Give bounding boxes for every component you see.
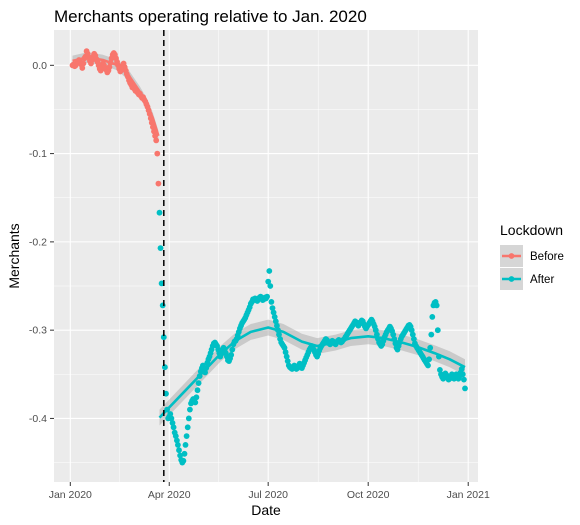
y-tick-label: -0.2	[29, 236, 47, 248]
confidence-band	[159, 319, 465, 426]
data-point	[270, 309, 277, 316]
data-point	[106, 64, 113, 70]
data-point	[160, 334, 167, 341]
data-point	[185, 415, 192, 422]
y-tick-label: -0.1	[29, 148, 47, 160]
data-point	[437, 367, 443, 373]
data-point	[411, 336, 417, 342]
data-point	[282, 349, 289, 356]
data-point	[176, 447, 182, 454]
data-point	[182, 442, 189, 448]
legend: Lockdown Before After	[500, 222, 564, 290]
data-point	[265, 278, 272, 285]
data-point	[175, 442, 181, 448]
data-point	[172, 433, 179, 439]
data-point	[184, 424, 191, 431]
data-point	[409, 331, 416, 338]
data-point	[274, 322, 280, 329]
data-point	[159, 302, 166, 309]
data-point	[428, 331, 435, 338]
x-tick-label: Apr 2020	[148, 489, 191, 501]
data-point	[187, 406, 193, 413]
x-axis-title: Date	[251, 502, 281, 518]
data-point	[427, 344, 434, 351]
legend-key-point	[508, 276, 515, 282]
legend-label: Before	[530, 251, 564, 263]
data-point	[169, 420, 176, 426]
data-point	[433, 302, 440, 309]
smooth-lines	[72, 56, 466, 419]
data-point	[284, 358, 291, 364]
data-point	[461, 376, 467, 383]
data-point	[281, 344, 288, 351]
legend-items: Before After	[500, 245, 564, 290]
data-point	[372, 327, 379, 334]
data-point	[154, 150, 161, 157]
x-axis: Jan 2020 Apr 2020 Jul 2020 Oct 2020 Jan 2021	[49, 482, 490, 501]
data-point	[283, 353, 290, 360]
data-point	[177, 452, 184, 459]
data-point	[168, 415, 175, 422]
y-tick-label: -0.4	[29, 413, 47, 425]
data-point	[157, 245, 164, 252]
data-point	[462, 385, 468, 392]
data-point	[152, 133, 159, 139]
data-point	[267, 283, 274, 289]
legend-key-point	[508, 253, 515, 259]
data-point	[426, 356, 432, 363]
data-point	[276, 331, 282, 338]
data-point	[158, 280, 165, 287]
data-point	[272, 318, 279, 325]
x-tick-label: Jul 2020	[248, 489, 288, 501]
data-point	[434, 327, 441, 334]
data-point	[80, 60, 87, 67]
smooth-line	[158, 326, 466, 419]
data-point	[429, 314, 436, 320]
data-point	[269, 305, 276, 311]
data-point	[408, 327, 415, 334]
data-point	[229, 346, 236, 353]
x-tick-label: Jan 2021	[447, 489, 490, 501]
data-point	[181, 450, 188, 457]
data-point	[228, 352, 235, 358]
y-axis-title: Merchants	[6, 223, 22, 288]
legend-label: After	[530, 274, 554, 286]
x-tick-label: Oct 2020	[347, 489, 390, 501]
data-point	[271, 314, 278, 320]
y-tick-label: -0.3	[29, 325, 47, 337]
data-point	[180, 457, 187, 464]
data-point	[390, 331, 397, 338]
data-point	[174, 437, 180, 444]
x-tick-label: Jan 2020	[49, 489, 92, 501]
data-point	[156, 209, 163, 216]
y-tick-label: 0.0	[32, 60, 47, 72]
data-point	[459, 371, 466, 378]
data-point	[155, 180, 162, 187]
data-point	[192, 399, 199, 406]
legend-title: Lockdown	[500, 222, 563, 238]
grid-minor	[54, 30, 478, 482]
data-point	[170, 424, 177, 431]
data-point	[194, 387, 201, 394]
data-point	[167, 411, 174, 417]
data-point	[425, 362, 431, 369]
data-point	[79, 65, 86, 71]
plot-panel	[54, 30, 478, 482]
smooth-line	[72, 56, 160, 137]
chart-title: Merchants operating relative to Jan. 202…	[54, 7, 367, 26]
data-point	[153, 137, 160, 144]
data-point	[195, 380, 202, 386]
data-point	[266, 268, 273, 274]
data-point	[268, 299, 275, 305]
data-point	[193, 394, 200, 401]
data-point	[183, 433, 190, 439]
data-point	[264, 293, 270, 300]
data-point	[162, 364, 168, 371]
y-axis: 0.0 -0.1 -0.2 -0.3 -0.4	[29, 60, 54, 425]
